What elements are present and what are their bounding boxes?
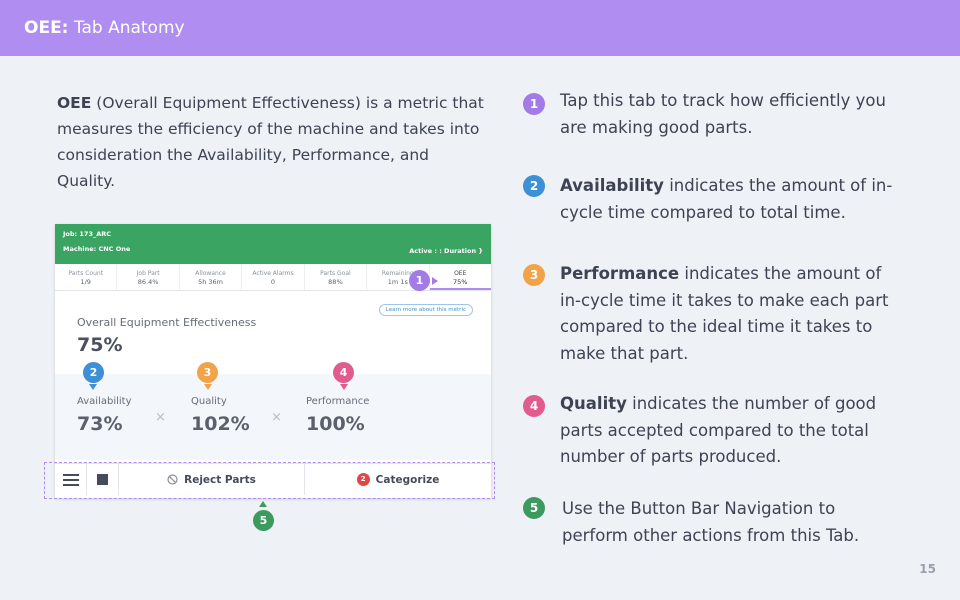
multiply-icon: ×: [271, 410, 282, 425]
point-3-body: indicates the amount of in-cycle time it…: [560, 264, 889, 363]
categorize-count-badge: 2: [356, 473, 370, 486]
point-badge-4: 4: [523, 395, 545, 417]
availability-label: Availability: [77, 396, 132, 407]
tab-label: OEE: [454, 270, 467, 277]
tab-label: Active Alarms: [252, 270, 294, 277]
page-number: 15: [919, 562, 936, 576]
tab-job-part[interactable]: Job Part 86.4%: [117, 264, 180, 290]
point-2-text: Availability indicates the amount of in-…: [560, 173, 905, 226]
point-1-text: Tap this tab to track how efficiently yo…: [560, 88, 905, 141]
header-title: Tab Anatomy: [73, 18, 185, 38]
availability-value: 73%: [77, 413, 123, 435]
availability-metric: Availability 73%: [77, 396, 132, 435]
reject-parts-label: Reject Parts: [184, 473, 256, 486]
quality-label: Quality: [191, 396, 227, 407]
callout-arrow-5: [259, 501, 267, 507]
callout-arrow-3: [204, 384, 212, 390]
intro-bold: OEE: [57, 94, 92, 112]
tab-value: 88%: [328, 278, 343, 286]
point-3-text: Performance indicates the amount of in-c…: [560, 261, 905, 367]
point-4-body: indicates the number of good parts accep…: [560, 394, 877, 466]
stop-button[interactable]: [87, 464, 119, 495]
reject-parts-button[interactable]: Reject Parts: [119, 464, 305, 495]
tab-value: 0: [270, 278, 276, 286]
point-4-bold: Quality: [560, 394, 627, 413]
point-2-body: indicates the amount of in-cycle time co…: [560, 176, 893, 222]
point-4-text: Quality indicates the number of good par…: [560, 391, 905, 471]
oee-value: 75%: [77, 334, 123, 356]
callout-badge-4: 4: [333, 362, 354, 383]
oee-factors: Availability 73% × Quality 102% × Perfor…: [55, 374, 491, 460]
point-badge-3: 3: [523, 264, 545, 286]
point-badge-1: 1: [523, 93, 545, 115]
job-banner: Job: 173_ARC Machine: CNC One Active : :…: [55, 224, 491, 264]
categorize-label: Categorize: [375, 473, 440, 486]
point-2-bold: Availability: [560, 176, 664, 195]
point-5-text: Use the Button Bar Navigation to perform…: [562, 496, 892, 549]
button-bar: Reject Parts 2 Categorize: [55, 463, 491, 495]
tab-active-alarms[interactable]: Active Alarms 0: [242, 264, 305, 290]
callout-badge-3: 3: [197, 362, 218, 383]
oee-title: Overall Equipment Effectiveness: [77, 316, 257, 329]
prohibited-icon: [167, 474, 178, 485]
tab-label: Remaining: [381, 270, 414, 277]
multiply-icon: ×: [155, 410, 166, 425]
tab-oee[interactable]: OEE 75%: [429, 264, 491, 290]
intro-text: OEE (Overall Equipment Effectiveness) is…: [57, 90, 487, 194]
tab-value: 1m 1s: [387, 278, 408, 286]
point-1-body: Tap this tab to track how efficiently yo…: [560, 91, 886, 137]
metric-tabs: Parts Count 1/9 Job Part 86.4% Allowance 5h…: [55, 264, 491, 291]
callout-badge-2: 2: [83, 362, 104, 383]
quality-value: 102%: [191, 413, 250, 435]
point-badge-2: 2: [523, 175, 545, 197]
page-header: OEE: Tab Anatomy: [0, 0, 960, 56]
tab-value: 5h 36m: [198, 278, 224, 286]
tab-parts-count[interactable]: Parts Count 1/9: [55, 264, 118, 290]
quality-metric: Quality 102%: [191, 396, 250, 435]
performance-value: 100%: [306, 413, 365, 435]
callout-badge-1: 1: [409, 270, 430, 291]
callout-badge-5: 5: [253, 510, 274, 531]
menu-button[interactable]: [55, 464, 87, 495]
performance-label: Performance: [306, 396, 370, 407]
categorize-button[interactable]: 2 Categorize: [305, 464, 491, 495]
button-bar-highlight: [44, 462, 495, 499]
tab-value: 1/9: [80, 278, 91, 286]
learn-more-link[interactable]: Learn more about this metric: [378, 304, 473, 316]
tab-label: Allowance: [195, 270, 226, 277]
callout-arrow-2: [89, 384, 97, 390]
tab-label: Parts Count: [68, 270, 104, 277]
point-3-bold: Performance: [560, 264, 680, 283]
machine-label: Machine: CNC One: [63, 245, 131, 253]
header-prefix: OEE:: [24, 18, 69, 38]
intro-body: (Overall Equipment Effectiveness) is a m…: [57, 94, 484, 190]
point-badge-5: 5: [523, 497, 545, 519]
stop-icon: [97, 474, 108, 485]
tab-label: Parts Goal: [320, 270, 351, 277]
callout-arrow-1: [432, 277, 438, 285]
tab-label: Job Part: [136, 270, 160, 277]
tab-value: 86.4%: [137, 278, 159, 286]
callout-arrow-4: [340, 384, 348, 390]
tab-allowance[interactable]: Allowance 5h 36m: [180, 264, 243, 290]
tab-parts-goal[interactable]: Parts Goal 88%: [305, 264, 368, 290]
job-label: Job: 173_ARC: [63, 230, 112, 238]
performance-metric: Performance 100%: [306, 396, 369, 435]
hamburger-icon: [62, 473, 79, 486]
point-5-body: Use the Button Bar Navigation to perform…: [562, 499, 860, 545]
tab-value: 75%: [453, 278, 468, 286]
oee-tab-mockup: Job: 173_ARC Machine: CNC One Active : :…: [55, 224, 491, 498]
status-label: Active : : Duration }: [409, 247, 483, 255]
